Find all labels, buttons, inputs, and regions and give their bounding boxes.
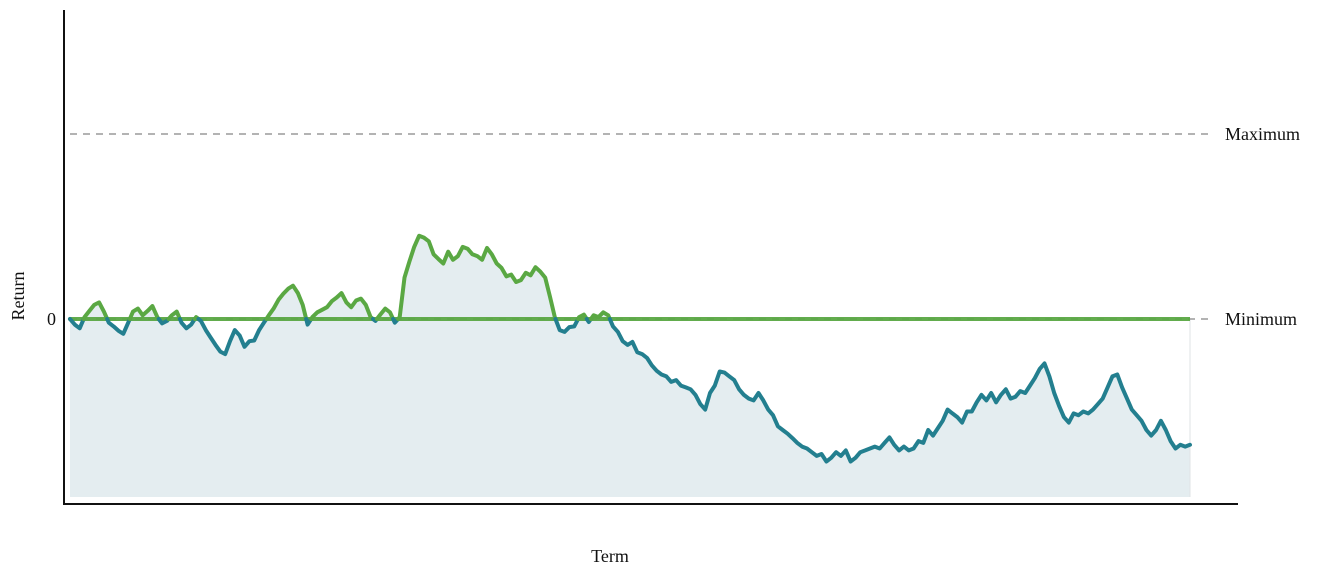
return-line-above-minimum [374,306,396,321]
return-line-below-minimum [68,317,86,331]
return-line-above-minimum [588,310,612,321]
return-line-below-minimum [105,317,132,336]
y-tick-label: 0 [47,309,56,329]
y-axis-label: Return [8,272,28,321]
return-line-below-minimum [607,317,1192,464]
return-line-above-minimum [396,233,558,321]
minimum-label: Minimum [1225,309,1297,329]
return-line-below-minimum [177,317,197,331]
return-line-above-minimum [127,304,161,321]
return-line-above-minimum [576,312,589,321]
return-line-above-minimum [309,291,375,321]
maximum-label: Maximum [1225,124,1300,144]
return-line-below-minimum [196,317,269,357]
x-axis-label: Term [591,546,629,566]
return-line-below-minimum [304,317,314,327]
return-line-above-minimum [166,309,182,321]
return-line-above-minimum [81,300,110,321]
return-area [70,235,1190,498]
return-line-above-minimum [264,283,309,321]
return-line-below-minimum [553,317,581,334]
